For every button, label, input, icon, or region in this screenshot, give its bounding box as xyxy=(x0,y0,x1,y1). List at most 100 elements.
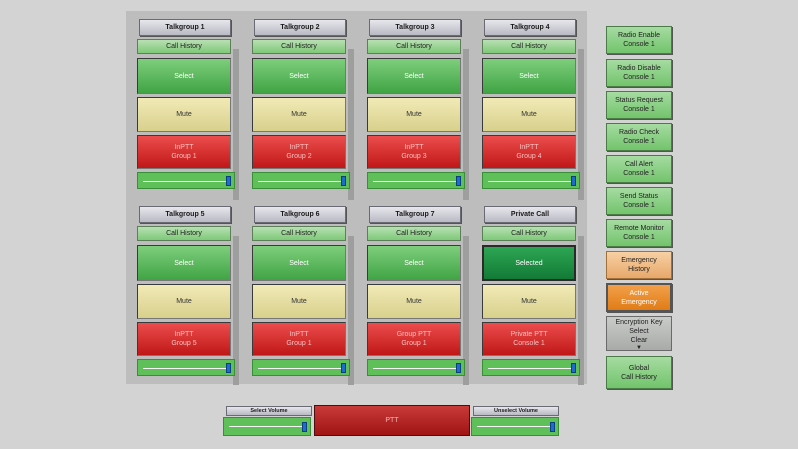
volume-slider[interactable] xyxy=(137,172,235,189)
select-button[interactable]: Select xyxy=(367,58,461,94)
radio-enable-console: Console 1 xyxy=(623,41,655,48)
slider-thumb[interactable] xyxy=(341,363,346,373)
select-button[interactable]: Select xyxy=(137,58,231,94)
call-alert-button[interactable]: Call Alert Console 1 xyxy=(606,155,672,183)
slider-track xyxy=(488,181,571,182)
volume-slider[interactable] xyxy=(137,359,235,376)
encryption-select-label: Select xyxy=(629,328,649,335)
slider-thumb[interactable] xyxy=(226,363,231,373)
radio-check-label: Radio Check xyxy=(618,129,660,136)
slider-thumb[interactable] xyxy=(226,176,231,186)
ptt-group-button[interactable]: Private PTT Console 1 xyxy=(482,322,576,356)
ptt-group-button[interactable]: InPTT Group 2 xyxy=(252,135,346,169)
remote-monitor-button[interactable]: Remote Monitor Console 1 xyxy=(606,219,672,247)
select-button[interactable]: Select xyxy=(137,245,231,281)
slider-thumb[interactable] xyxy=(302,422,307,432)
mute-button[interactable]: Mute xyxy=(482,97,576,132)
column-shadow xyxy=(233,49,239,200)
encryption-key-label: Encryption Key xyxy=(615,319,663,326)
ptt-group-button[interactable]: InPTT Group 1 xyxy=(137,135,231,169)
call-history-button[interactable]: Call History xyxy=(252,226,346,241)
call-alert-console: Console 1 xyxy=(623,170,655,177)
select-button[interactable]: Selected xyxy=(482,245,576,281)
ptt-label: InPTT xyxy=(289,144,309,151)
call-history-button[interactable]: Call History xyxy=(137,39,231,54)
talkgroup-title: Talkgroup 6 xyxy=(254,206,346,223)
ptt-group-button[interactable]: InPTT Group 4 xyxy=(482,135,576,169)
slider-thumb[interactable] xyxy=(571,363,576,373)
active-emergency-button[interactable]: Active Emergency xyxy=(606,283,672,312)
status-request-button[interactable]: Status Request Console 1 xyxy=(606,91,672,119)
select-button[interactable]: Select xyxy=(367,245,461,281)
encryption-key-select[interactable]: Encryption Key Select Clear ▼ xyxy=(606,316,672,351)
mute-button[interactable]: Mute xyxy=(367,97,461,132)
call-history-button[interactable]: Call History xyxy=(367,39,461,54)
status-request-console: Console 1 xyxy=(623,106,655,113)
call-history-button[interactable]: Call History xyxy=(482,226,576,241)
slider-track xyxy=(143,181,226,182)
volume-slider[interactable] xyxy=(252,172,350,189)
ptt-label: InPTT xyxy=(519,144,539,151)
talkgroup-title: Talkgroup 4 xyxy=(484,19,576,36)
select-volume-slider[interactable] xyxy=(223,417,311,436)
radio-disable-button[interactable]: Radio Disable Console 1 xyxy=(606,59,672,87)
encryption-clear-label: Clear xyxy=(630,337,648,344)
volume-slider[interactable] xyxy=(482,359,580,376)
select-button[interactable]: Select xyxy=(482,58,576,94)
mute-button[interactable]: Mute xyxy=(367,284,461,319)
volume-slider[interactable] xyxy=(252,359,350,376)
ptt-group-button[interactable]: Group PTT Group 1 xyxy=(367,322,461,356)
select-button[interactable]: Select xyxy=(252,58,346,94)
column-shadow xyxy=(348,236,354,385)
column-shadow xyxy=(578,236,584,385)
emergency-history-button[interactable]: Emergency History xyxy=(606,251,672,279)
talkgroup-title: Talkgroup 1 xyxy=(139,19,231,36)
dropdown-arrow-icon[interactable]: ▼ xyxy=(636,345,642,351)
ptt-group-label: Group 1 xyxy=(171,153,197,160)
global-call-history-button[interactable]: Global Call History xyxy=(606,356,672,389)
ptt-group-label: Console 1 xyxy=(513,340,545,347)
global-history-label: Global xyxy=(628,364,650,372)
volume-slider[interactable] xyxy=(367,172,465,189)
radio-check-button[interactable]: Radio Check Console 1 xyxy=(606,123,672,151)
mute-button[interactable]: Mute xyxy=(482,284,576,319)
remote-monitor-console: Console 1 xyxy=(623,234,655,241)
slider-track xyxy=(143,368,226,369)
call-history-button[interactable]: Call History xyxy=(137,226,231,241)
mute-button[interactable]: Mute xyxy=(137,284,231,319)
talkgroup-title: Talkgroup 3 xyxy=(369,19,461,36)
active-emergency-label: Active xyxy=(629,289,649,297)
global-history-label-2: Call History xyxy=(621,373,657,381)
slider-thumb[interactable] xyxy=(341,176,346,186)
send-status-button[interactable]: Send Status Console 1 xyxy=(606,187,672,215)
volume-slider[interactable] xyxy=(482,172,580,189)
select-button[interactable]: Select xyxy=(252,245,346,281)
remote-monitor-label: Remote Monitor xyxy=(614,225,664,232)
ptt-label: InPTT xyxy=(174,144,194,151)
slider-track xyxy=(258,181,341,182)
volume-slider[interactable] xyxy=(367,359,465,376)
slider-thumb[interactable] xyxy=(456,176,461,186)
ptt-button[interactable]: PTT xyxy=(314,405,470,436)
radio-enable-button[interactable]: Radio Enable Console 1 xyxy=(606,26,672,54)
ptt-group-label: Group 5 xyxy=(171,340,197,347)
column-shadow xyxy=(348,49,354,200)
call-history-button[interactable]: Call History xyxy=(367,226,461,241)
slider-thumb[interactable] xyxy=(571,176,576,186)
mute-button[interactable]: Mute xyxy=(252,284,346,319)
ptt-group-button[interactable]: InPTT Group 3 xyxy=(367,135,461,169)
radio-enable-label: Radio Enable xyxy=(617,32,661,39)
mute-button[interactable]: Mute xyxy=(137,97,231,132)
ptt-label: Private PTT xyxy=(510,331,548,338)
unselect-volume-slider[interactable] xyxy=(471,417,559,436)
ptt-group-button[interactable]: InPTT Group 5 xyxy=(137,322,231,356)
call-history-button[interactable]: Call History xyxy=(252,39,346,54)
active-emergency-label-2: Emergency xyxy=(621,298,657,306)
slider-thumb[interactable] xyxy=(456,363,461,373)
ptt-group-button[interactable]: InPTT Group 1 xyxy=(252,322,346,356)
call-history-button[interactable]: Call History xyxy=(482,39,576,54)
emergency-history-label-2: History xyxy=(628,266,650,273)
slider-thumb[interactable] xyxy=(550,422,555,432)
send-status-label: Send Status xyxy=(619,193,659,200)
mute-button[interactable]: Mute xyxy=(252,97,346,132)
